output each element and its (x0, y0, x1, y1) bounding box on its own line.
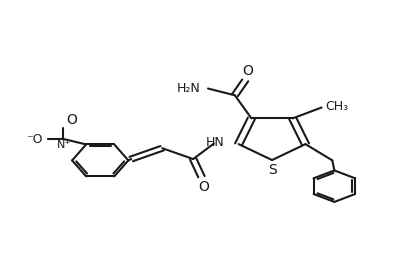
Text: ⁻O: ⁻O (26, 133, 43, 145)
Text: O: O (198, 180, 209, 194)
Text: N⁺: N⁺ (57, 140, 72, 150)
Text: O: O (67, 113, 78, 127)
Text: H₂N: H₂N (177, 82, 201, 95)
Text: CH₃: CH₃ (325, 100, 348, 113)
Text: HN: HN (206, 136, 224, 149)
Text: S: S (267, 163, 276, 177)
Text: O: O (242, 64, 253, 78)
